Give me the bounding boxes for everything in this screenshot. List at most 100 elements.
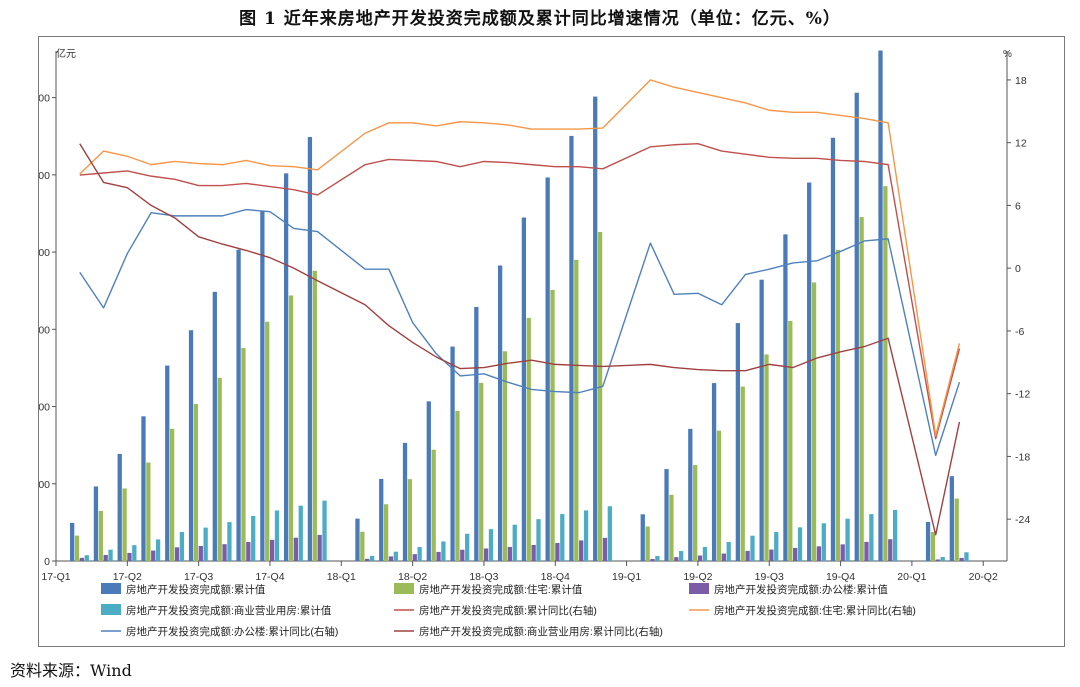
bar [307,137,313,561]
chart-frame: 亿元 0 20000 40000 60000 80000 100000 120000% -24 -… [38,36,1065,647]
x-axis-tick-label: 17-Q3 [184,571,213,583]
bar [764,354,769,561]
bar [84,555,89,561]
bar [640,514,645,561]
bar [483,548,489,561]
legend-item: 房地产开发投资完成额:办公楼:累计值 [689,583,888,596]
bar [74,535,80,561]
bar [769,549,774,561]
line-series-1 [79,143,961,440]
bar [693,465,698,561]
bar [355,518,360,561]
right-axis-tick-label: 6 [1015,200,1021,212]
bar-series-2 [74,186,959,561]
bar [878,50,883,561]
bar [393,551,398,561]
bar [579,540,584,561]
bar [108,549,113,561]
bar [155,539,161,561]
bar [550,289,555,561]
bar [236,249,241,561]
bar [127,552,132,561]
bar [497,265,503,561]
legend-swatch [101,604,121,615]
bar [726,541,731,561]
bar [664,469,669,561]
bar [227,522,232,561]
bar [526,317,531,561]
bar [407,479,413,561]
bar-series-3 [79,534,964,561]
bar [217,377,222,561]
bar [864,541,869,561]
x-axis-tick-label: 18-Q2 [398,571,427,583]
bar [569,135,574,561]
bar [146,462,151,561]
bar [122,488,127,561]
legend-item: 房地产开发投资完成额:住宅:累计同比(右轴) [689,604,916,617]
bar [893,509,898,561]
bar [650,559,655,561]
bar [488,529,494,561]
bar [441,541,446,561]
right-axis-tick-label: -24 [1015,514,1030,526]
bar [593,96,598,561]
right-axis-tick-label: -6 [1015,326,1024,338]
bar [251,515,256,561]
bar [455,410,460,561]
bar [560,514,565,561]
bar [70,522,75,561]
bar [179,532,185,561]
x-axis-tick-label: 18-Q4 [541,571,570,583]
line-series-4 [79,143,961,536]
bar [711,383,717,561]
bar [774,532,779,561]
bar [379,478,384,561]
bar [702,546,708,561]
bar-series-4 [84,500,969,561]
legend-label: 房地产开发投资完成额:办公楼:累计同比(右轴) [126,625,338,638]
bar [697,555,703,561]
legend-label: 房地产开发投资完成额:办公楼:累计值 [714,583,888,596]
bar [132,545,137,561]
x-axis-tick-label: 19-Q4 [826,571,855,583]
bar [797,527,803,561]
right-axis-tick-label: 12 [1015,138,1027,150]
bar [883,186,888,561]
right-axis-unit: % [1003,49,1012,60]
left-axis-tick-label: 20000 [39,479,50,491]
bar [940,557,945,561]
bar [788,320,793,561]
x-axis-tick-label: 18-Q3 [469,571,498,583]
bar [521,217,527,561]
bar [436,551,441,561]
left-axis-unit: 亿元 [56,47,76,60]
right-axis-tick-label: 18 [1015,75,1027,87]
bar [402,442,408,561]
bar [512,524,517,561]
bar [298,505,303,561]
x-axis-tick-label: 17-Q4 [255,571,284,583]
bar [241,348,246,561]
line-series-2 [79,79,961,437]
legend-label: 房地产开发投资完成额:住宅:累计值 [419,583,583,596]
left-axis-tick-label: 100000 [39,170,50,182]
x-axis-tick-label: 20-Q1 [897,571,926,583]
bar [859,217,864,561]
bar [474,306,479,561]
bar [669,494,674,561]
bar [531,544,536,561]
left-axis-tick-label: 60000 [39,324,50,336]
bar-series-1 [70,50,954,562]
bar [816,546,822,561]
bar [597,232,603,561]
bar [188,330,194,561]
bar [854,92,859,562]
bar [103,554,108,561]
bar [460,549,465,561]
bar [964,552,969,561]
bar [949,476,954,561]
legend-label: 房地产开发投资完成额:住宅:累计同比(右轴) [714,604,916,617]
bar [479,382,484,561]
bar [222,544,227,561]
